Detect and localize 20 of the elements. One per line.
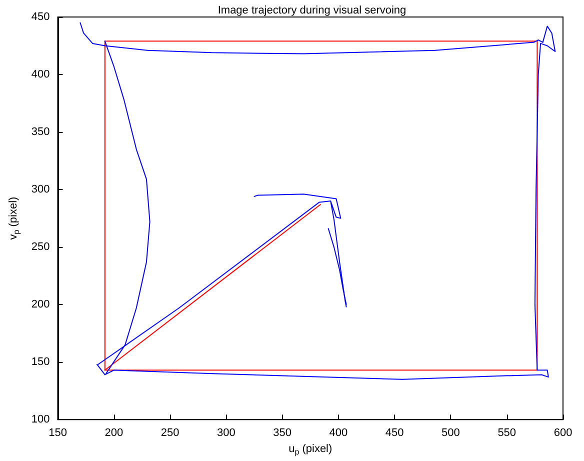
y-tick-label: 200: [31, 298, 50, 311]
y-tick-label: 150: [31, 356, 50, 368]
x-tick-label: 550: [498, 427, 516, 440]
y-tick-label: 300: [31, 184, 50, 196]
x-tick-label: 450: [385, 427, 404, 440]
y-tick-label: 400: [31, 68, 50, 81]
y-axis-title: vp (pixel): [8, 196, 21, 240]
y-tick-label: 350: [31, 126, 50, 138]
y-tick-label: 100: [31, 414, 50, 426]
y-tick-label: 450: [31, 11, 50, 23]
x-tick-label: 150: [48, 427, 67, 440]
y-tick-label: 250: [31, 241, 50, 254]
x-tick-label: 500: [442, 427, 460, 440]
x-tick-label: 350: [273, 427, 292, 440]
x-tick-label: 600: [554, 427, 572, 440]
chart-title: Image trajectory during visual servoing: [218, 4, 406, 16]
x-tick-label: 200: [104, 427, 124, 440]
x-tick-label: 400: [329, 427, 348, 440]
x-tick-label: 300: [216, 427, 236, 440]
x-tick-label: 250: [160, 427, 180, 440]
